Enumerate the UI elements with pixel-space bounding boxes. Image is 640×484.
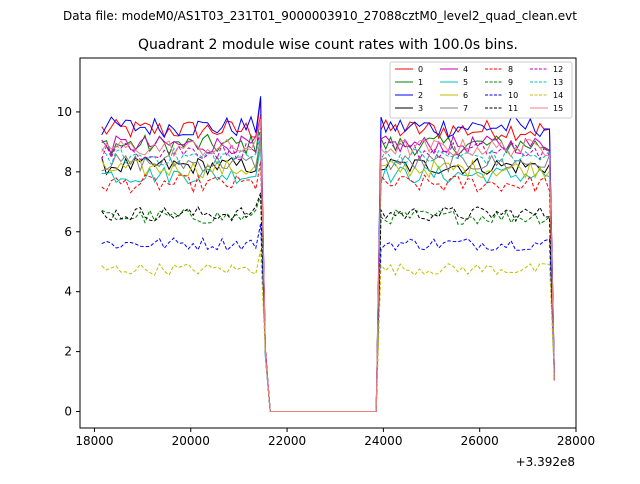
series-line-11 (101, 192, 555, 412)
legend-label: 4 (463, 65, 468, 74)
legend-label: 10 (508, 91, 518, 100)
x-axis: 18000 20000 22000 24000 26000 28000 (75, 428, 595, 448)
x-tick-label: 28000 (557, 434, 595, 448)
legend-label: 13 (553, 78, 563, 87)
legend-label: 2 (418, 91, 423, 100)
legend-label: 9 (508, 78, 513, 87)
plot-lines (101, 96, 555, 412)
y-axis: 0 2 4 6 8 10 (57, 105, 80, 419)
y-tick-label: 0 (64, 405, 72, 419)
axes-frame (79, 57, 577, 429)
chart-title: Quadrant 2 module wise count rates with … (138, 37, 518, 53)
legend-label: 7 (463, 104, 468, 113)
suptitle: Data file: modeM0/AS1T03_231T01_90000039… (63, 9, 577, 23)
y-tick-label: 2 (64, 345, 72, 359)
legend-label: 1 (418, 78, 423, 87)
x-offset-label: +3.392e8 (516, 455, 575, 469)
legend-label: 8 (508, 65, 513, 74)
y-tick-label: 4 (64, 285, 72, 299)
x-tick-label: 22000 (268, 434, 306, 448)
y-tick-label: 6 (64, 225, 72, 239)
series-line-15 (101, 118, 555, 412)
x-tick-label: 18000 (75, 434, 113, 448)
x-tick-label: 20000 (172, 434, 210, 448)
legend-box (389, 61, 573, 119)
legend-label: 3 (418, 104, 423, 113)
legend-label: 15 (553, 104, 563, 113)
y-tick-label: 8 (64, 165, 72, 179)
legend-label: 12 (553, 65, 563, 74)
legend-label: 0 (418, 65, 423, 74)
series-line-13 (101, 133, 555, 412)
legend-label: 6 (463, 91, 468, 100)
legend-label: 11 (508, 104, 518, 113)
legend-label: 14 (553, 91, 563, 100)
x-tick-label: 24000 (364, 434, 402, 448)
y-tick-label: 10 (57, 105, 72, 119)
legend-label: 5 (463, 78, 468, 87)
x-tick-label: 26000 (461, 434, 499, 448)
